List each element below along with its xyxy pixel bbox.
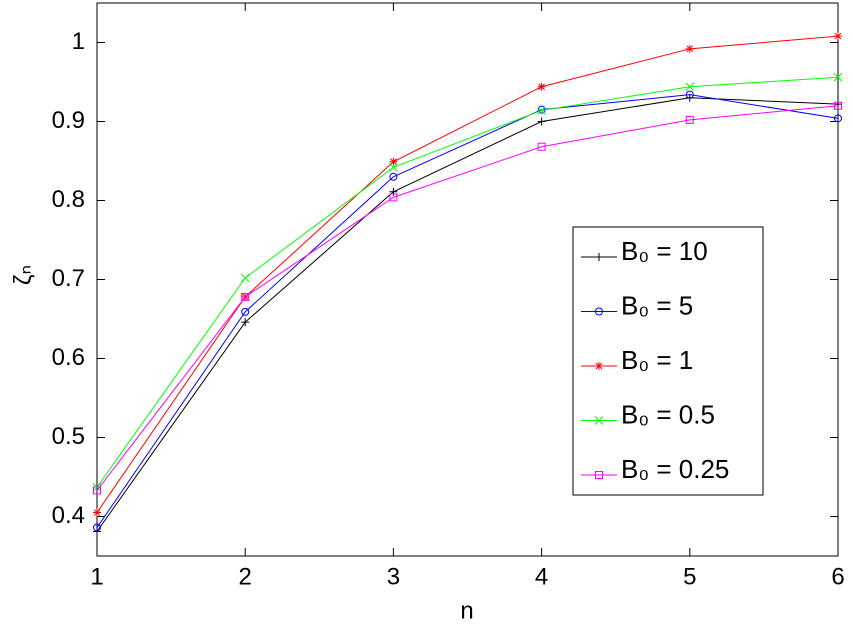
legend-label: B₀ = 0.25 <box>621 454 729 484</box>
legend-label: B₀ = 5 <box>621 290 693 320</box>
x-tick-label: 3 <box>387 563 400 590</box>
y-axis-label: ζₙ <box>9 265 36 285</box>
legend-marker <box>595 253 603 261</box>
series-line <box>96 105 839 491</box>
data-point <box>834 114 843 123</box>
legend-label: B₀ = 10 <box>621 236 708 266</box>
legend-marker <box>595 471 603 479</box>
data-point <box>93 523 102 532</box>
data-point <box>93 486 101 495</box>
data-point <box>685 82 695 92</box>
x-tick-label: 5 <box>683 563 696 590</box>
data-point <box>241 318 250 327</box>
x-axis-label: n <box>460 597 473 624</box>
x-tick-label: 1 <box>90 563 103 590</box>
data-point <box>537 117 546 126</box>
data-point <box>834 101 842 110</box>
series-line <box>96 76 839 488</box>
y-tick-label: 1 <box>72 28 85 55</box>
legend: B₀ = 10 B₀ = 5 B₀ = 1 B₀ = 0.5 B₀ = 0.25 <box>572 226 764 496</box>
y-tick-label: 0.9 <box>52 107 85 134</box>
legend-marker <box>595 307 604 316</box>
data-point <box>537 82 546 91</box>
data-point <box>834 100 842 109</box>
data-point <box>241 307 250 316</box>
legend-marker <box>594 416 604 425</box>
legend-label: B₀ = 1 <box>621 345 693 375</box>
data-point <box>389 187 398 196</box>
data-point <box>389 162 398 172</box>
legend-box <box>572 226 764 496</box>
data-point <box>833 72 843 82</box>
y-tick-label: 0.7 <box>52 265 85 292</box>
data-point <box>537 106 546 115</box>
data-point <box>389 172 398 181</box>
data-point <box>240 273 250 283</box>
data-point <box>241 292 250 301</box>
series-line <box>96 94 839 528</box>
data-point <box>389 157 398 166</box>
legend-label: B₀ = 0.5 <box>621 399 715 429</box>
data-point <box>685 44 694 53</box>
plot-frame <box>96 2 839 557</box>
data-point <box>685 90 694 99</box>
data-point <box>834 32 842 41</box>
legend-marker <box>595 362 603 370</box>
series-line <box>96 35 839 513</box>
data-point <box>389 193 398 202</box>
data-point <box>93 508 101 517</box>
y-tick-label: 0.6 <box>52 344 85 371</box>
y-tick-label: 0.8 <box>52 186 85 213</box>
x-tick-label: 6 <box>831 563 844 590</box>
data-point <box>537 142 546 151</box>
x-tick-label: 2 <box>239 563 252 590</box>
x-tick-label: 4 <box>535 563 548 590</box>
y-tick-label: 0.4 <box>52 502 85 529</box>
y-tick-label: 0.5 <box>52 423 85 450</box>
data-point <box>685 115 694 124</box>
